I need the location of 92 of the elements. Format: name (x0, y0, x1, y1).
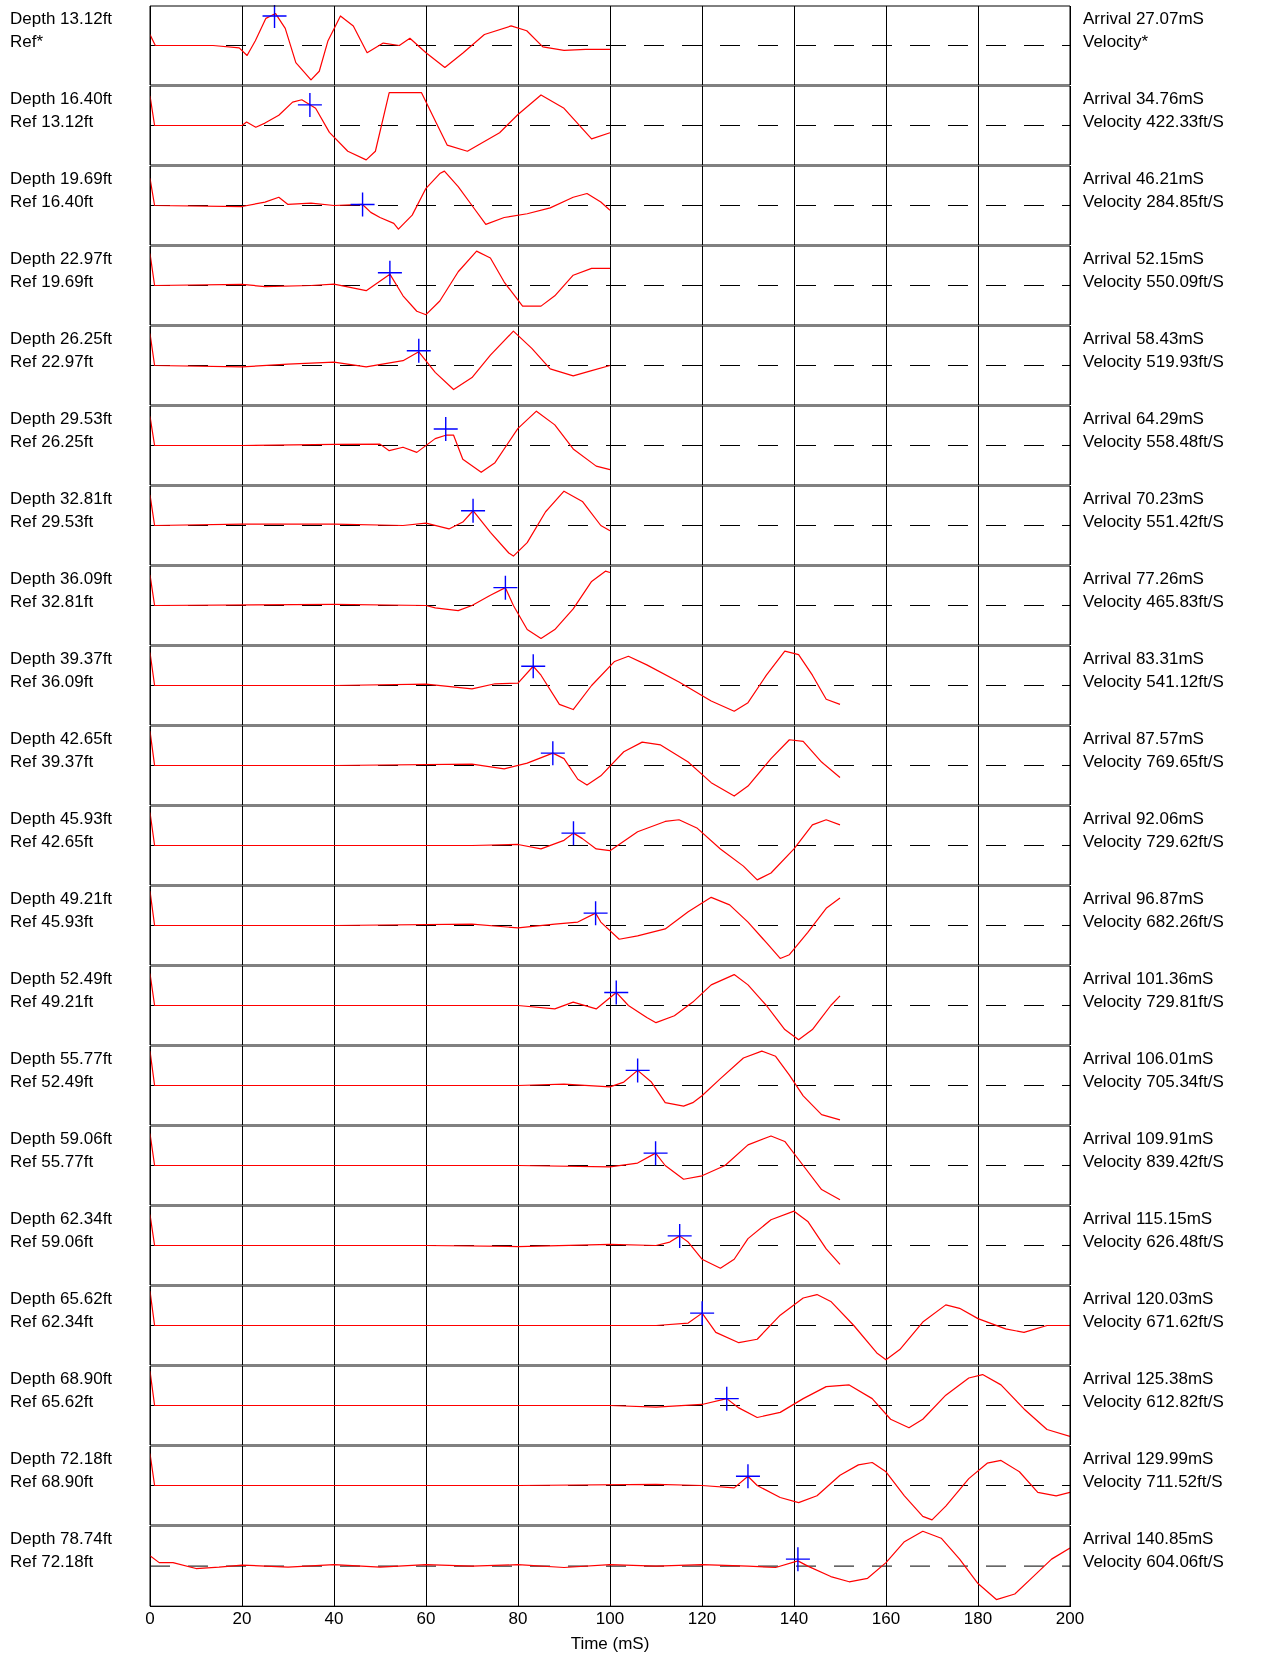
text: Velocity 604.06ft/S (1083, 1552, 1224, 1572)
text: Ref 62.34ft (10, 1312, 94, 1332)
text: Ref* (10, 32, 44, 52)
x-tick-label: 40 (324, 1609, 344, 1629)
text: Velocity 558.48ft/S (1083, 432, 1224, 452)
text: Velocity 551.42ft/S (1083, 512, 1224, 532)
text: Ref 32.81ft (10, 592, 94, 612)
text: Ref 22.97ft (10, 352, 94, 372)
text: Arrival 70.23mS (1083, 489, 1204, 509)
text: Ref 39.37ft (10, 752, 94, 772)
text: Arrival 34.76mS (1083, 89, 1204, 109)
text: Depth 22.97ft (10, 249, 113, 269)
text: Velocity 711.52ft/S (1083, 1472, 1223, 1492)
text: Ref 13.12ft (10, 112, 94, 132)
text: Arrival 52.15mS (1083, 249, 1204, 269)
text: Velocity 612.82ft/S (1083, 1392, 1224, 1412)
text: Arrival 27.07mS (1083, 9, 1204, 29)
text: Arrival 129.99mS (1083, 1449, 1214, 1469)
text: Ref 19.69ft (10, 272, 94, 292)
text: Depth 39.37ft (10, 649, 113, 669)
text: Arrival 115.15mS (1083, 1209, 1213, 1229)
text: Velocity 729.81ft/S (1083, 992, 1224, 1012)
text: Ref 45.93ft (10, 912, 94, 932)
text: Depth 42.65ft (10, 729, 113, 749)
text: Velocity 705.34ft/S (1083, 1072, 1224, 1092)
text: Depth 32.81ft (10, 489, 113, 509)
x-tick-label: 120 (687, 1609, 717, 1629)
text: Depth 16.40ft (10, 89, 113, 109)
text: Depth 65.62ft (10, 1289, 113, 1309)
text: Arrival 46.21mS (1083, 169, 1204, 189)
text: Arrival 109.91mS (1083, 1129, 1214, 1149)
text: Ref 16.40ft (10, 192, 94, 212)
text: Velocity 465.83ft/S (1083, 592, 1224, 612)
text: Arrival 106.01mS (1083, 1049, 1214, 1069)
text: Arrival 120.03mS (1083, 1289, 1214, 1309)
x-tick-label: 180 (963, 1609, 993, 1629)
x-tick-label: 80 (508, 1609, 528, 1629)
text: Ref 65.62ft (10, 1392, 94, 1412)
text: Velocity 839.42ft/S (1083, 1152, 1224, 1172)
text: Depth 68.90ft (10, 1369, 113, 1389)
text: Arrival 125.38mS (1083, 1369, 1214, 1389)
text: Velocity 769.65ft/S (1083, 752, 1224, 772)
text: Ref 72.18ft (10, 1552, 94, 1572)
text: Depth 49.21ft (10, 889, 113, 909)
text: Arrival 140.85mS (1083, 1529, 1214, 1549)
text: Velocity 671.62ft/S (1083, 1312, 1224, 1332)
text: Depth 72.18ft (10, 1449, 113, 1469)
x-tick-label: 200 (1055, 1609, 1085, 1629)
text: Depth 29.53ft (10, 409, 113, 429)
text: Velocity 284.85ft/S (1083, 192, 1224, 212)
x-tick-label: 60 (416, 1609, 436, 1629)
text: Ref 68.90ft (10, 1472, 94, 1492)
text: Velocity 729.62ft/S (1083, 832, 1224, 852)
text: Velocity 519.93ft/S (1083, 352, 1224, 372)
x-tick-label: 140 (779, 1609, 809, 1629)
text: Depth 13.12ft (10, 9, 113, 29)
text: Velocity 682.26ft/S (1083, 912, 1224, 932)
text: Velocity 626.48ft/S (1083, 1232, 1224, 1252)
text: Ref 55.77ft (10, 1152, 94, 1172)
text: Ref 36.09ft (10, 672, 94, 692)
text: Arrival 87.57mS (1083, 729, 1204, 749)
text: Depth 78.74ft (10, 1529, 113, 1549)
text: Arrival 64.29mS (1083, 409, 1204, 429)
text: Velocity 541.12ft/S (1083, 672, 1224, 692)
text: Depth 52.49ft (10, 969, 113, 989)
x-tick-label: 20 (232, 1609, 252, 1629)
text: Velocity 550.09ft/S (1083, 272, 1224, 292)
text: Ref 49.21ft (10, 992, 94, 1012)
text: Velocity 422.33ft/S (1083, 112, 1224, 132)
text: Ref 52.49ft (10, 1072, 94, 1092)
text: Arrival 101.36mS (1083, 969, 1214, 989)
x-tick-label: 100 (595, 1609, 625, 1629)
text: Arrival 58.43mS (1083, 329, 1204, 349)
text: Depth 19.69ft (10, 169, 113, 189)
text: Depth 26.25ft (10, 329, 113, 349)
text: Arrival 83.31mS (1083, 649, 1204, 669)
text: Depth 45.93ft (10, 809, 113, 829)
x-axis-title: Time (mS) (570, 1634, 650, 1654)
text: Arrival 96.87mS (1083, 889, 1204, 909)
text: Depth 55.77ft (10, 1049, 113, 1069)
text: Arrival 77.26mS (1083, 569, 1204, 589)
x-tick-label: 160 (871, 1609, 901, 1629)
text: Velocity* (1083, 32, 1149, 52)
text: Depth 62.34ft (10, 1209, 113, 1229)
text: Ref 26.25ft (10, 432, 94, 452)
text: Arrival 92.06mS (1083, 809, 1204, 829)
text: Ref 29.53ft (10, 512, 94, 532)
text: Ref 42.65ft (10, 832, 94, 852)
x-tick-label: 0 (145, 1609, 155, 1629)
text: Depth 59.06ft (10, 1129, 113, 1149)
text: Ref 59.06ft (10, 1232, 94, 1252)
text: Depth 36.09ft (10, 569, 113, 589)
